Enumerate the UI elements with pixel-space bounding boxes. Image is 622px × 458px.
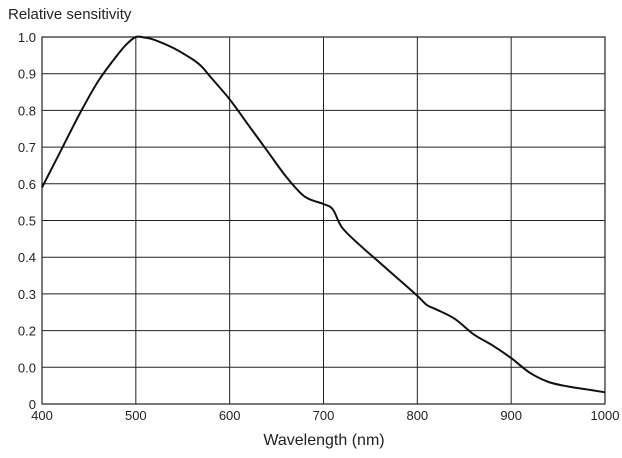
x-tick-label: 800: [406, 408, 428, 423]
y-tick-label: 0.4: [18, 250, 36, 265]
y-tick-label: 0.6: [18, 177, 36, 192]
y-tick-label: 1.0: [18, 30, 36, 45]
y-tick-label: 0.3: [18, 287, 36, 302]
plot-frame: [41, 36, 606, 405]
y-tick-label: 0.5: [18, 214, 36, 229]
y-tick-label: 0.7: [18, 140, 36, 155]
x-tick-label: 500: [125, 408, 147, 423]
x-tick-label: 600: [219, 408, 241, 423]
y-tick-label: 0.0: [18, 360, 36, 375]
x-axis-title: Wavelength (nm): [263, 432, 385, 449]
x-tick-label: 700: [313, 408, 335, 423]
y-tick-label: 0.2: [18, 324, 36, 339]
x-tick-label: 400: [31, 408, 53, 423]
x-tick-label: 1000: [591, 408, 620, 423]
sensitivity-curve: [41, 35, 606, 394]
y-tick-label: 0.9: [18, 67, 36, 82]
y-axis-title: Relative sensitivity: [8, 6, 132, 23]
y-tick-label: 0.8: [18, 103, 36, 118]
x-tick-label: 900: [500, 408, 522, 423]
y-tick-label: 0: [29, 397, 36, 412]
